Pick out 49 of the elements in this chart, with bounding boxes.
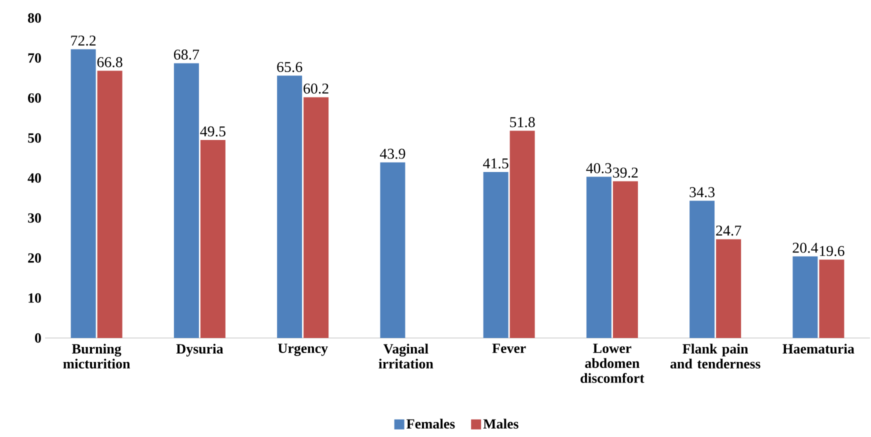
data-label: 39.2 [613, 168, 638, 178]
bar [380, 162, 406, 338]
bar [304, 97, 329, 338]
data-label: 24.7 [716, 226, 742, 236]
y-tick-label: 0 [35, 333, 41, 343]
bar [200, 140, 226, 338]
data-label: 60.2 [304, 84, 328, 94]
data-label: 72.2 [71, 36, 96, 46]
x-tick-label: Haematuria [782, 344, 854, 354]
x-tick-label: Fever [492, 344, 526, 354]
x-tick-label: Lower abdomen discomfort [580, 344, 644, 383]
data-label: 34.3 [690, 187, 715, 198]
x-tick-label: Flank pain and tenderness [670, 344, 760, 369]
bar [792, 256, 818, 338]
data-label: 43.9 [380, 148, 406, 159]
bar [97, 70, 122, 338]
bar [586, 176, 612, 338]
x-tick-label: Urgency [278, 344, 328, 356]
data-label: 65.6 [277, 62, 302, 72]
data-label: 19.6 [820, 246, 844, 256]
bar [510, 130, 535, 338]
bar [819, 260, 844, 338]
y-tick-label: 10 [28, 293, 41, 303]
data-label: 20.4 [792, 242, 818, 253]
data-label: 49.5 [200, 126, 226, 136]
data-label: 40.3 [586, 163, 612, 174]
x-tick-label: Dysuria [176, 344, 224, 356]
y-tick-label: 40 [28, 173, 41, 183]
data-label: 68.7 [174, 50, 200, 60]
bar [174, 63, 199, 338]
y-tick-label: 80 [28, 13, 41, 23]
y-tick-label: 30 [28, 213, 41, 223]
bar [716, 239, 742, 338]
data-label: 66.8 [97, 57, 122, 68]
legend-label: Males [483, 418, 518, 429]
bar [277, 76, 302, 338]
data-label: 51.8 [510, 117, 535, 128]
y-tick-label: 20 [28, 253, 41, 263]
x-tick-label: Vaginal irritation [378, 344, 434, 369]
bar [612, 181, 638, 338]
bar [483, 172, 508, 338]
x-tick-label: Burning micturition [63, 344, 130, 369]
y-tick-label: 50 [28, 133, 41, 143]
bar [70, 49, 96, 338]
legend-label: Females [406, 418, 455, 429]
y-tick-label: 60 [28, 93, 41, 103]
y-tick-label: 70 [28, 53, 41, 63]
bar [690, 200, 715, 338]
data-label: 41.5 [483, 158, 508, 168]
